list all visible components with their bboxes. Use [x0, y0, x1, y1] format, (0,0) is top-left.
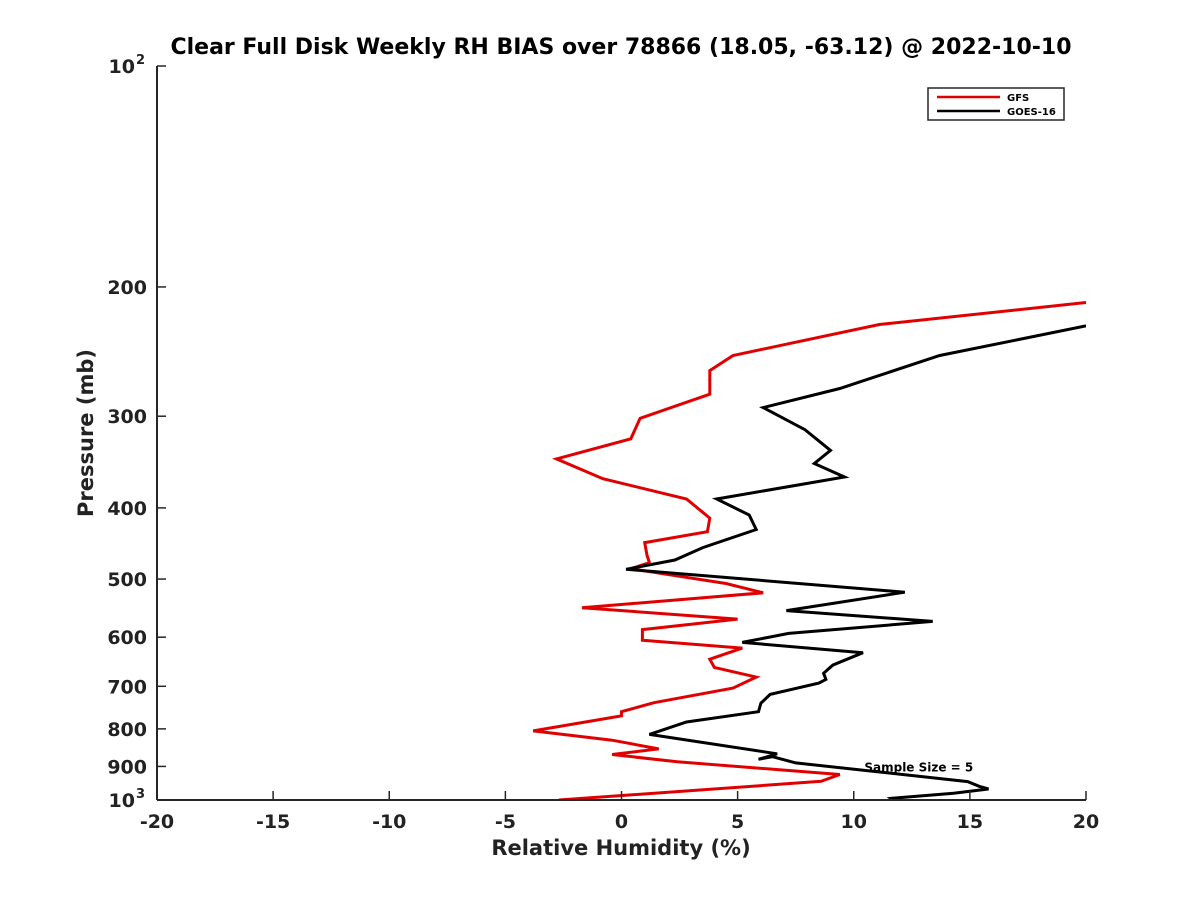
y-tick-label: 10 — [109, 56, 135, 78]
x-axis-ticks: -20 -15 -10 -5 0 5 10 15 20 — [140, 791, 1099, 833]
y-axis-label: Pressure (mb) — [74, 349, 98, 517]
y-tick-label: 900 — [107, 756, 147, 778]
x-tick-label: -15 — [256, 811, 290, 833]
y-tick-exponent: 2 — [136, 53, 145, 68]
series-line-gfs — [532, 301, 1086, 800]
y-tick-label: 700 — [107, 676, 147, 698]
x-tick-label: 0 — [615, 811, 628, 833]
y-tick-label: 600 — [107, 627, 147, 649]
x-axis-label: Relative Humidity (%) — [491, 836, 750, 860]
x-tick-label: 10 — [841, 811, 867, 833]
y-tick-exponent: 3 — [136, 787, 145, 802]
chart-title: Clear Full Disk Weekly RH BIAS over 7886… — [170, 35, 1071, 60]
y-tick-label: 800 — [107, 719, 147, 741]
x-tick-label: -5 — [495, 811, 516, 833]
x-tick-label: 15 — [957, 811, 983, 833]
x-tick-label: -10 — [372, 811, 406, 833]
series-line-goes-16 — [625, 324, 1086, 800]
legend-box — [927, 87, 1065, 121]
legend-label-gfs: GFS — [1007, 93, 1029, 104]
x-tick-label: 5 — [731, 811, 744, 833]
y-tick-label: 400 — [107, 498, 147, 520]
legend: GFS GOES-16 — [927, 87, 1065, 121]
sample-size-annotation: Sample Size = 5 — [864, 760, 973, 774]
y-tick-label: 200 — [107, 277, 147, 299]
y-tick-label: 300 — [107, 406, 147, 428]
legend-label-goes-16: GOES-16 — [1007, 107, 1056, 118]
x-tick-label: -20 — [140, 811, 174, 833]
series-layer — [532, 301, 1086, 800]
y-tick-label: 500 — [107, 569, 147, 591]
y-tick-label: 10 — [109, 790, 135, 812]
x-tick-label: 20 — [1073, 811, 1099, 833]
